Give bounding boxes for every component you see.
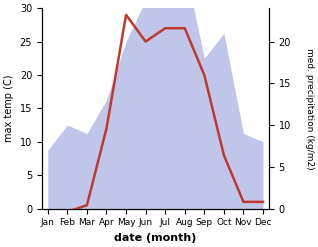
X-axis label: date (month): date (month) xyxy=(114,233,197,243)
Y-axis label: max temp (C): max temp (C) xyxy=(4,75,14,142)
Y-axis label: med. precipitation (kg/m2): med. precipitation (kg/m2) xyxy=(305,48,314,169)
